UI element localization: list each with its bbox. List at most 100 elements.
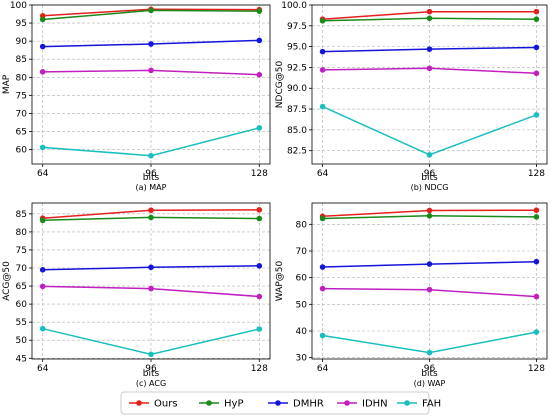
y-tick-label: 70	[296, 247, 308, 257]
data-point-fah	[533, 112, 540, 118]
y-tick-label: 82.5	[287, 147, 307, 157]
data-point-fah	[148, 351, 154, 358]
y-tick-label: 85	[16, 210, 27, 220]
data-point-idhn	[426, 286, 433, 293]
panel-caption: (b) NDCG	[411, 183, 449, 192]
y-axis-label: WAP@50	[275, 261, 285, 302]
y-tick-label: 95	[16, 19, 27, 29]
legend-marker	[206, 400, 212, 406]
x-tick-label: 64	[37, 364, 49, 374]
x-tick-label: 128	[528, 169, 545, 179]
data-point-hyp	[39, 217, 46, 224]
data-point-idhn	[256, 71, 263, 78]
legend-entry-ours: Ours	[129, 399, 178, 410]
y-tick-label: 97.5	[287, 22, 307, 32]
data-point-idhn	[39, 283, 46, 290]
data-point-idhn	[319, 285, 326, 292]
x-tick-label: 128	[528, 364, 545, 374]
chart-panel-4: 30 40 50 60 70 80 64 96 128 bits WAP@50 (d) WAP	[275, 202, 548, 388]
y-tick-label: 45	[16, 354, 27, 364]
data-point-ours	[148, 207, 154, 214]
legend-marker	[136, 400, 142, 406]
y-tick-label: 80	[16, 73, 28, 83]
chart-panel-2: 82.5 85.0 87.5 90.0 92.5 95.0 97.5 100.0 64 96 128…	[275, 1, 548, 192]
data-point-idhn	[39, 69, 46, 75]
chart-panel-1: 60 65 70 75 80 85 90 95 100 64 96 128 bits MAP (a) MAP	[2, 1, 271, 192]
data-point-idhn	[426, 65, 433, 72]
data-point-ours	[533, 8, 540, 15]
x-tick-label: 64	[317, 169, 329, 179]
data-point-hyp	[426, 213, 433, 219]
data-point-idhn	[148, 67, 154, 74]
legend-label: IDHN	[362, 399, 388, 410]
y-tick-label: 70	[16, 264, 28, 274]
data-point-hyp	[319, 18, 326, 24]
y-tick-label: 100	[10, 1, 27, 11]
y-tick-label: 60	[296, 274, 308, 284]
data-point-hyp	[148, 7, 154, 14]
y-axis-label: ACG@50	[2, 261, 12, 301]
legend-entry-hyp: HyP	[199, 399, 243, 410]
legend-entry-idhn: IDHN	[337, 399, 388, 410]
data-point-hyp	[39, 16, 46, 23]
data-point-fah	[533, 329, 540, 335]
y-tick-label: 85	[16, 55, 27, 65]
data-point-ours	[256, 207, 263, 213]
x-tick-label: 96	[424, 364, 436, 374]
data-point-hyp	[533, 214, 540, 220]
data-point-hyp	[319, 215, 326, 222]
y-tick-label: 95.0	[287, 43, 307, 53]
data-point-fah	[426, 152, 433, 158]
panel-caption: (d) WAP	[414, 379, 446, 388]
x-axis-label: bits	[143, 173, 160, 183]
y-tick-label: 50	[296, 300, 308, 310]
data-point-dmhr	[148, 264, 154, 271]
data-point-hyp	[148, 214, 154, 221]
data-point-fah	[148, 152, 154, 159]
data-point-fah	[39, 325, 46, 332]
data-point-dmhr	[426, 46, 433, 52]
data-point-idhn	[533, 70, 540, 77]
data-point-fah	[426, 349, 433, 356]
data-point-fah	[319, 103, 326, 110]
legend-label: DMHR	[293, 399, 324, 410]
y-tick-label: 87.5	[287, 105, 307, 115]
data-point-dmhr	[256, 37, 263, 44]
x-tick-label: 96	[145, 364, 157, 374]
data-point-hyp	[256, 215, 263, 222]
data-point-dmhr	[148, 41, 154, 47]
y-tick-label: 92.5	[287, 63, 307, 73]
legend-entry-fah: FAH	[397, 399, 441, 410]
data-point-dmhr	[256, 263, 263, 269]
y-tick-label: 55	[16, 318, 27, 328]
data-point-fah	[39, 144, 46, 151]
legend-marker	[275, 400, 281, 406]
y-tick-label: 90.0	[287, 84, 307, 94]
data-point-dmhr	[39, 43, 46, 50]
y-axis-label: NDCG@50	[275, 61, 285, 109]
panel-caption: (c) ACG	[136, 379, 166, 388]
legend-label: Ours	[154, 399, 178, 410]
x-tick-label: 128	[251, 364, 268, 374]
x-axis-label: bits	[421, 369, 438, 379]
data-point-dmhr	[319, 264, 326, 270]
x-tick-label: 128	[251, 169, 268, 179]
y-tick-label: 70	[16, 109, 28, 119]
y-tick-label: 65	[16, 282, 27, 292]
data-point-dmhr	[533, 44, 540, 51]
data-point-ours	[426, 207, 433, 214]
x-tick-label: 96	[424, 169, 436, 179]
x-tick-label: 96	[145, 169, 157, 179]
data-point-idhn	[148, 285, 154, 292]
x-axis-label: bits	[143, 369, 160, 379]
x-tick-label: 64	[37, 169, 49, 179]
data-point-ours	[426, 8, 433, 15]
data-point-fah	[319, 332, 326, 339]
y-tick-label: 90	[16, 37, 28, 47]
data-point-dmhr	[426, 261, 433, 267]
data-point-dmhr	[39, 267, 46, 273]
chart-panel-3: 45 50 55 60 65 70 75 80 85 64 96 128 bits ACG@50 (c) A…	[2, 202, 271, 388]
y-tick-label: 65	[16, 127, 27, 137]
legend: Ours HyP DMHR IDHN FAH	[120, 391, 441, 415]
